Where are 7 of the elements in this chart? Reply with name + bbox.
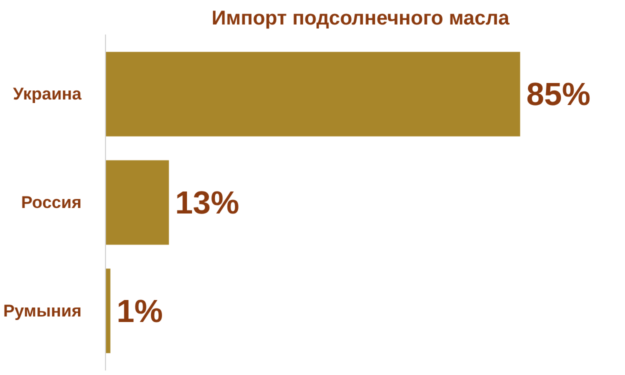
data-label: 13% — [175, 184, 240, 220]
data-label: 85% — [526, 76, 590, 112]
y-tick-label: Украина — [13, 84, 82, 104]
data-label: 1% — [116, 292, 163, 329]
y-tick-label: Румыния — [3, 301, 82, 320]
chart-title: Импорт подсолнечного масла — [212, 8, 510, 30]
y-tick-label: Россия — [21, 193, 82, 212]
